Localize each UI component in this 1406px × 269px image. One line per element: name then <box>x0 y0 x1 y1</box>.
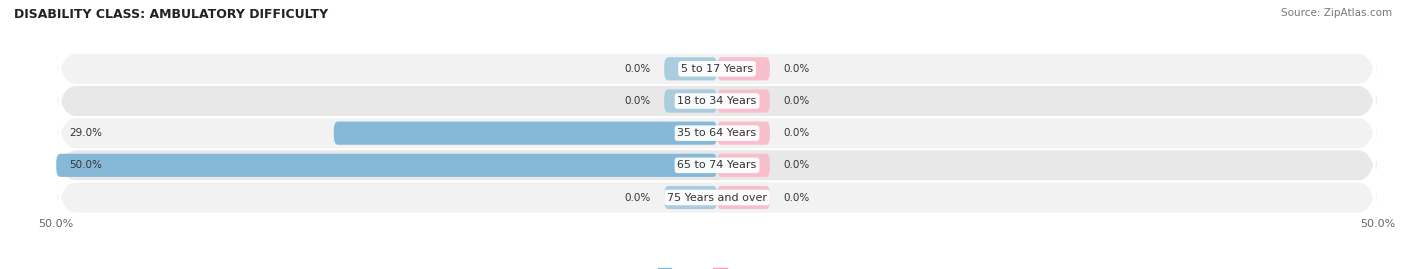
Text: 0.0%: 0.0% <box>624 64 651 74</box>
FancyBboxPatch shape <box>56 37 1378 101</box>
Text: 0.0%: 0.0% <box>783 96 810 106</box>
FancyBboxPatch shape <box>56 101 1378 165</box>
FancyBboxPatch shape <box>333 122 717 145</box>
Text: 0.0%: 0.0% <box>783 128 810 138</box>
Text: 35 to 64 Years: 35 to 64 Years <box>678 128 756 138</box>
FancyBboxPatch shape <box>56 154 717 177</box>
FancyBboxPatch shape <box>664 186 717 209</box>
FancyBboxPatch shape <box>717 122 770 145</box>
Text: 29.0%: 29.0% <box>69 128 103 138</box>
FancyBboxPatch shape <box>56 69 1378 133</box>
FancyBboxPatch shape <box>56 165 1378 230</box>
Text: 75 Years and over: 75 Years and over <box>666 193 768 203</box>
Text: 50.0%: 50.0% <box>69 160 103 170</box>
FancyBboxPatch shape <box>56 133 1378 197</box>
Text: 0.0%: 0.0% <box>783 193 810 203</box>
Legend: Male, Female: Male, Female <box>658 268 776 269</box>
FancyBboxPatch shape <box>717 89 770 112</box>
Text: 18 to 34 Years: 18 to 34 Years <box>678 96 756 106</box>
Text: 0.0%: 0.0% <box>783 160 810 170</box>
Text: 0.0%: 0.0% <box>624 193 651 203</box>
Text: 0.0%: 0.0% <box>624 96 651 106</box>
FancyBboxPatch shape <box>717 186 770 209</box>
Text: 0.0%: 0.0% <box>783 64 810 74</box>
FancyBboxPatch shape <box>717 154 770 177</box>
Text: DISABILITY CLASS: AMBULATORY DIFFICULTY: DISABILITY CLASS: AMBULATORY DIFFICULTY <box>14 8 328 21</box>
FancyBboxPatch shape <box>664 89 717 112</box>
Text: Source: ZipAtlas.com: Source: ZipAtlas.com <box>1281 8 1392 18</box>
FancyBboxPatch shape <box>717 57 770 80</box>
Text: 65 to 74 Years: 65 to 74 Years <box>678 160 756 170</box>
Text: 5 to 17 Years: 5 to 17 Years <box>681 64 754 74</box>
FancyBboxPatch shape <box>664 57 717 80</box>
